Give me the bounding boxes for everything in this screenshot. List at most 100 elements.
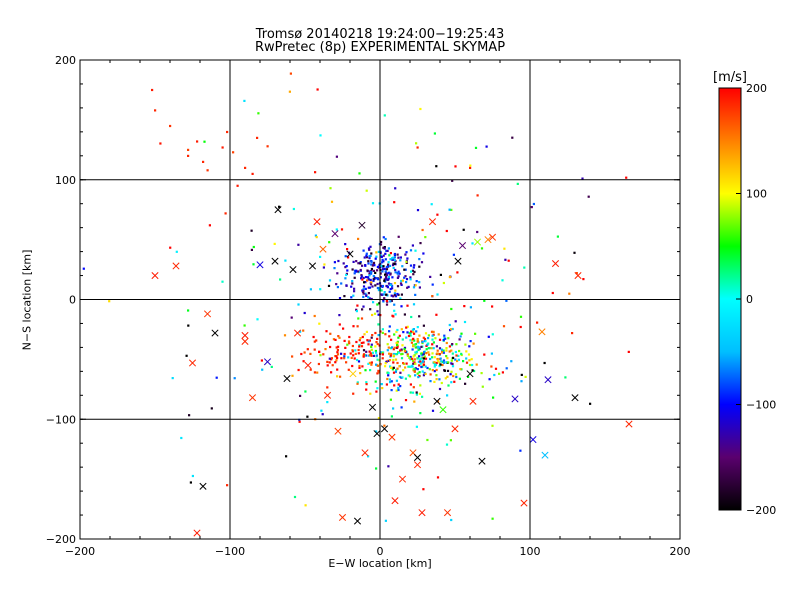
data-point [433, 370, 436, 373]
data-point [250, 248, 253, 251]
data-point [324, 348, 327, 351]
data-point [396, 328, 399, 332]
data-point [353, 276, 356, 279]
data-point [435, 165, 438, 168]
data-point [350, 285, 353, 288]
data-point [370, 336, 373, 339]
colorbar-label: [m/s] [713, 70, 747, 85]
colorbar-tick-label: 0 [746, 293, 753, 306]
data-point [333, 267, 336, 270]
data-point [587, 195, 590, 198]
data-point [326, 360, 329, 363]
data-point [388, 378, 391, 381]
data-point [413, 370, 416, 373]
data-point [438, 378, 441, 381]
data-point [364, 369, 367, 372]
x-marker [313, 218, 321, 226]
data-point [431, 295, 434, 298]
data-point [389, 252, 392, 255]
x-marker [473, 238, 482, 246]
y-tick-label: −200 [46, 533, 76, 546]
data-point [416, 345, 419, 348]
data-point [367, 362, 370, 365]
data-point [438, 347, 442, 350]
data-point [364, 354, 368, 357]
data-point [371, 285, 374, 288]
data-point [298, 418, 301, 421]
data-point [387, 263, 390, 266]
data-point [292, 207, 295, 211]
data-point [371, 202, 375, 205]
data-point [180, 436, 183, 440]
data-point [283, 334, 287, 337]
data-point [409, 249, 413, 252]
data-point [390, 389, 393, 392]
data-point [362, 288, 365, 291]
data-point [511, 136, 514, 139]
data-point [400, 283, 403, 286]
data-point [389, 287, 392, 291]
data-point [420, 357, 423, 360]
data-point [395, 330, 398, 333]
data-point [334, 338, 337, 341]
data-point [425, 348, 428, 351]
data-point [392, 354, 396, 357]
x-marker [199, 482, 207, 490]
data-point [391, 276, 394, 279]
x-marker [466, 370, 474, 378]
data-point [370, 354, 373, 357]
data-point [419, 358, 422, 361]
x-tick-label: 0 [377, 545, 384, 558]
data-point [331, 364, 334, 367]
data-point [221, 280, 224, 283]
x-marker [349, 370, 357, 378]
data-point [469, 164, 472, 167]
data-point [454, 358, 457, 361]
data-point [396, 253, 399, 256]
data-point [397, 388, 400, 392]
x-marker [353, 517, 362, 525]
data-point [306, 415, 309, 418]
data-point [405, 281, 408, 284]
data-point [451, 365, 455, 368]
data-point [384, 273, 387, 276]
data-point [389, 398, 392, 401]
data-point [355, 310, 358, 313]
data-point [410, 270, 413, 273]
data-point [532, 202, 535, 206]
data-point [519, 315, 523, 318]
data-point [188, 414, 191, 417]
data-point [451, 327, 454, 331]
data-point [436, 213, 439, 216]
data-point [377, 334, 380, 337]
data-point [438, 387, 442, 391]
data-point [350, 356, 353, 359]
data-point [397, 235, 400, 238]
data-point [319, 134, 322, 137]
x-marker [413, 454, 422, 462]
data-point [409, 339, 412, 342]
data-point [362, 355, 365, 358]
data-point [422, 363, 426, 366]
data-point [352, 354, 355, 357]
data-point [431, 352, 434, 355]
data-point [464, 382, 467, 385]
data-point [359, 262, 362, 265]
data-point [338, 297, 342, 300]
data-point [372, 301, 375, 304]
data-point [444, 377, 447, 380]
data-point [297, 368, 300, 372]
data-point [261, 368, 264, 371]
x-marker [241, 331, 249, 339]
data-point [372, 354, 375, 357]
data-point [226, 484, 229, 487]
data-point [297, 303, 300, 306]
data-point [366, 339, 369, 342]
data-point [251, 172, 254, 175]
data-point [433, 356, 436, 359]
data-point [551, 291, 554, 295]
data-point [376, 387, 379, 390]
data-point [356, 381, 359, 384]
data-point [410, 341, 413, 344]
data-point [418, 334, 421, 337]
